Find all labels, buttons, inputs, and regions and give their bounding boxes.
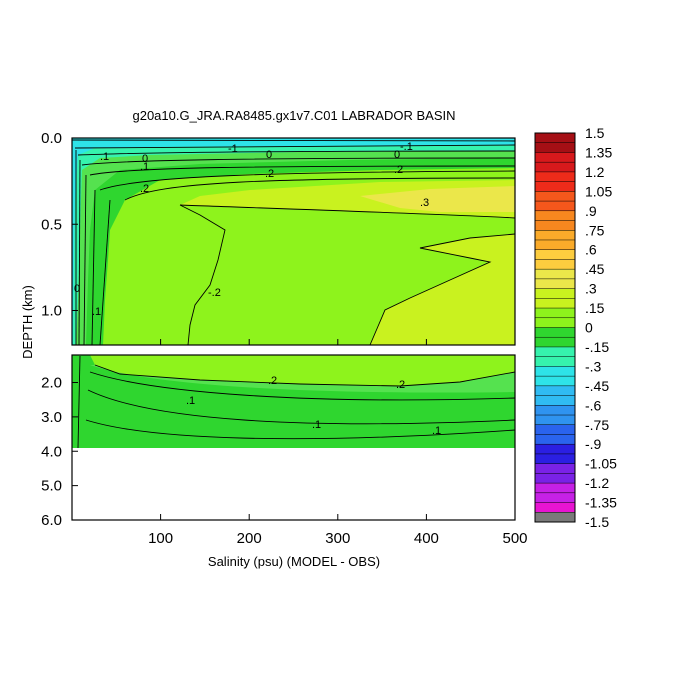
y-tick-label: 2.0 bbox=[41, 375, 62, 392]
y-tick-label: 3.0 bbox=[41, 409, 62, 426]
contour-label: -1 bbox=[228, 143, 238, 155]
y-tick-label: 6.0 bbox=[41, 512, 62, 529]
y-axis-lower: 2.0 3.0 4.0 5.0 6.0 bbox=[41, 375, 78, 529]
y-tick-label: 4.0 bbox=[41, 443, 62, 460]
colorbar-frame bbox=[534, 132, 576, 523]
y-tick-label: 1.0 bbox=[41, 303, 62, 320]
contour-label: .2 bbox=[268, 375, 277, 387]
colorbar-label: .9 bbox=[585, 203, 597, 219]
x-tick-label: 400 bbox=[414, 530, 439, 547]
upper-region-green bbox=[72, 138, 515, 345]
colorbar-label: -.45 bbox=[585, 378, 609, 394]
x-tick-label: 300 bbox=[325, 530, 350, 547]
contour-label: -.1 bbox=[400, 141, 413, 153]
colorbar-label: .15 bbox=[585, 300, 605, 316]
colorbar-label: 1.2 bbox=[585, 164, 605, 180]
colorbar-label: 0 bbox=[585, 320, 593, 336]
contour-label: .2 bbox=[396, 379, 405, 391]
upper-panel-frame bbox=[71, 137, 516, 346]
colorbar-label: .6 bbox=[585, 242, 597, 258]
y-axis-label: DEPTH (km) bbox=[20, 285, 35, 359]
colorbar-block bbox=[535, 191, 575, 212]
contour-label: 0 bbox=[394, 149, 400, 161]
contour-label: .1 bbox=[100, 151, 109, 163]
contour-label: .2 bbox=[265, 168, 274, 180]
colorbar-label: -.3 bbox=[585, 358, 602, 374]
colorbar-label: -.75 bbox=[585, 417, 609, 433]
x-tick-label: 100 bbox=[148, 530, 173, 547]
colorbar-label: .75 bbox=[585, 222, 605, 238]
contour-label: .2 bbox=[140, 183, 149, 195]
lower-panel-frame bbox=[71, 354, 516, 521]
contour-label: .2 bbox=[394, 164, 403, 176]
lower-contour-labels: .2 .2 .1 .1 .1 bbox=[186, 375, 441, 437]
contour-label: .1 bbox=[140, 161, 149, 173]
y-axis-upper: 0.0 0.5 1.0 bbox=[41, 130, 78, 320]
contour-label: 0 bbox=[142, 153, 148, 165]
colorbar-label: 1.5 bbox=[585, 125, 605, 141]
x-axis: 100 200 300 400 500 bbox=[148, 339, 528, 547]
y-tick-label: 0.0 bbox=[41, 130, 62, 147]
y-tick-label: 0.5 bbox=[41, 216, 62, 233]
lower-contour-lines bbox=[77, 355, 516, 449]
contour-label: .3 bbox=[420, 197, 429, 209]
lower-panel: .2 .2 .1 .1 .1 bbox=[71, 354, 516, 521]
colorbar-block bbox=[535, 346, 575, 367]
contour-label: .1 bbox=[312, 419, 321, 431]
colorbar-label: -1.2 bbox=[585, 475, 609, 491]
colorbar-label: .3 bbox=[585, 281, 597, 297]
colorbar-label: -1.5 bbox=[585, 514, 609, 530]
colorbar-block bbox=[535, 444, 575, 465]
colorbar-label: -1.05 bbox=[585, 456, 617, 472]
colorbar-label: 1.05 bbox=[585, 183, 612, 199]
colorbar-label: -.6 bbox=[585, 397, 602, 413]
colorbar-label: 1.35 bbox=[585, 144, 612, 160]
colorbar: 1.5 1.35 1.2 1.05 .9 .75 .6 .45 .3 .15 0 -.15 -.3 -.4… bbox=[534, 125, 617, 530]
colorbar-label: .45 bbox=[585, 261, 605, 277]
contour-label: .1 bbox=[92, 306, 101, 318]
colorbar-label: -1.35 bbox=[585, 495, 617, 511]
upper-contour-lines bbox=[71, 139, 516, 346]
contour-label: 0 bbox=[74, 283, 80, 295]
x-axis-label: Salinity (psu) (MODEL - OBS) bbox=[208, 554, 380, 569]
chart-title: g20a10.G_JRA.RA8485.gx1v7.C01 LABRADOR B… bbox=[132, 108, 455, 123]
colorbar-block bbox=[535, 512, 575, 522]
contour-label: .1 bbox=[432, 425, 441, 437]
upper-region-mid-green bbox=[72, 138, 515, 345]
upper-panel: .1 0 -1 0 -.1 .1 .2 .2 0 .2 .3 -.2 .1 0 bbox=[71, 137, 516, 346]
colorbar-label: -.15 bbox=[585, 339, 609, 355]
contour-label: .1 bbox=[186, 395, 195, 407]
colorbar-label: -.9 bbox=[585, 436, 602, 452]
lower-region-light-green bbox=[90, 355, 515, 386]
x-tick-label: 200 bbox=[237, 530, 262, 547]
contour-label: -.2 bbox=[208, 287, 221, 299]
upper-region-yellow bbox=[360, 186, 515, 212]
x-tick-label: 500 bbox=[502, 530, 527, 547]
contour-label: 0 bbox=[266, 149, 272, 161]
y-tick-label: 5.0 bbox=[41, 478, 62, 495]
upper-contour-labels: .1 0 -1 0 -.1 .1 .2 .2 0 .2 .3 -.2 .1 0 bbox=[74, 141, 429, 318]
